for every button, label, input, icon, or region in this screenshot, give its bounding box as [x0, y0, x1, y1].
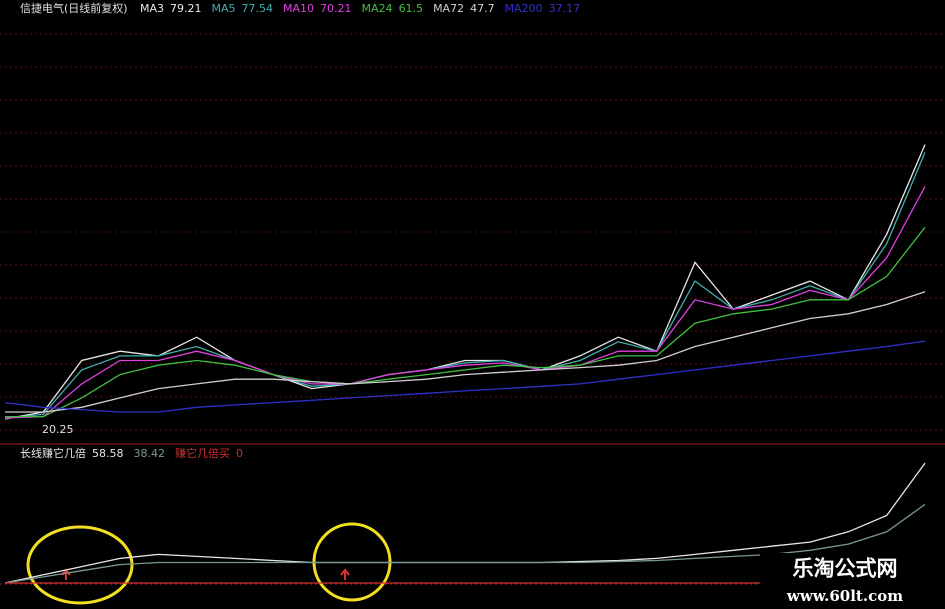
legend-name: 赚它几倍买 [175, 446, 230, 460]
series-line [4, 186, 926, 419]
series-line [5, 291, 926, 413]
watermark-url: www.60lt.com [786, 587, 903, 605]
legend-value: 38.42 [134, 447, 166, 460]
legend-value: 61.5 [399, 2, 424, 15]
series-line [4, 152, 926, 420]
legend-value: 58.58 [92, 447, 124, 460]
legend-name: MA24 [362, 2, 393, 15]
legend-value: 79.21 [170, 2, 202, 15]
low-label: 20.25 [42, 423, 74, 436]
series-line [4, 340, 926, 413]
chart-title: 信捷电气(日线前复权) [20, 1, 128, 15]
legend-name: MA200 [505, 2, 543, 15]
legend-value: 0 [236, 447, 243, 460]
watermark-name: 乐淘公式网 [793, 556, 898, 581]
highlight-circle [26, 525, 134, 605]
series-line [5, 226, 926, 418]
legend-name: MA5 [212, 2, 236, 15]
legend-name: MA10 [283, 2, 314, 15]
legend-name: 长线赚它几倍 [20, 446, 86, 460]
legend-value: 47.7 [470, 2, 495, 15]
watermark-box [760, 553, 945, 609]
legend-name: MA72 [433, 2, 464, 15]
buy-arrow [340, 568, 350, 580]
legend-name: MA3 [140, 2, 164, 15]
legend-value: 37.17 [549, 2, 581, 15]
legend-value: 70.21 [320, 2, 352, 15]
legend-value: 77.54 [242, 2, 274, 15]
